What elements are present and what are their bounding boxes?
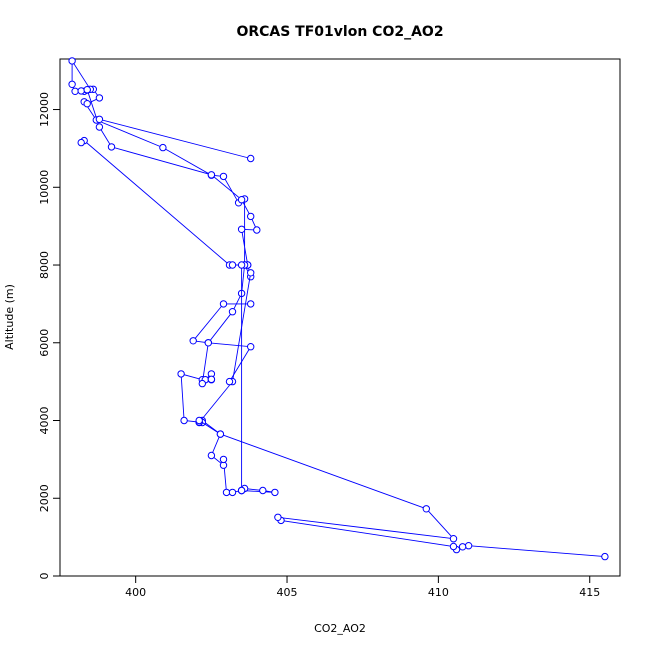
data-point [204, 339, 213, 347]
plot-frame [59, 58, 621, 577]
data-point [237, 261, 246, 269]
data-point [198, 379, 207, 388]
data-point [95, 115, 104, 124]
data-point [219, 172, 228, 181]
data-point [207, 451, 216, 460]
data-point [207, 375, 216, 383]
data-point [207, 171, 216, 179]
data-point [95, 123, 104, 131]
y-tick-label: 10000 [38, 170, 51, 205]
series-line [71, 59, 605, 558]
data-point [71, 87, 79, 96]
x-tick-label: 400 [125, 586, 146, 599]
data-point [189, 337, 197, 345]
chart-title: ORCAS TF01vlon CO2_AO2 [236, 24, 443, 40]
data-point [247, 154, 255, 163]
series-line [232, 264, 243, 491]
x-tick-label: 405 [277, 586, 298, 599]
data-point [259, 486, 267, 495]
x-axis-label: CO2_AO2 [314, 622, 366, 635]
y-tick-label: 12000 [38, 92, 51, 127]
series-segment [68, 57, 609, 561]
data-point [247, 269, 255, 277]
series-line [192, 303, 252, 382]
y-tick-label: 8000 [38, 251, 51, 279]
series-segment [228, 261, 246, 495]
x-tick-label: 410 [428, 586, 449, 599]
data-point [458, 543, 467, 551]
data-point [247, 343, 255, 351]
data-point [83, 86, 91, 94]
data-point [77, 138, 85, 147]
y-axis-label: Altitude (m) [3, 284, 16, 350]
x-tick-label: 415 [579, 586, 600, 599]
y-tick-label: 0 [38, 573, 51, 580]
y-axis: 0 2000 4000 6000 8000 10000 12000 [38, 92, 61, 580]
data-point [247, 300, 255, 308]
data-point [219, 455, 228, 464]
series-segment [189, 300, 255, 386]
series-layer [68, 57, 609, 561]
data-point [274, 513, 282, 521]
data-point [449, 535, 458, 543]
data-point [253, 226, 261, 234]
data-point [237, 196, 246, 204]
data-point [228, 488, 237, 497]
data-point [83, 100, 91, 108]
data-point [177, 370, 185, 378]
data-point [68, 57, 76, 65]
data-point [422, 505, 430, 513]
data-point [77, 87, 85, 95]
data-point [601, 552, 609, 561]
data-point [159, 143, 167, 152]
data-point [247, 212, 255, 221]
data-point [449, 542, 458, 551]
data-point [228, 261, 237, 269]
data-point [219, 300, 228, 308]
data-point [195, 416, 203, 425]
data-point [228, 308, 237, 316]
data-point [216, 430, 225, 438]
data-point [225, 377, 234, 386]
data-point [271, 488, 279, 497]
data-point [237, 486, 246, 495]
data-point [95, 94, 104, 102]
data-point [237, 225, 246, 234]
y-tick-label: 2000 [38, 484, 51, 512]
data-point [464, 542, 473, 550]
data-point [180, 416, 188, 425]
data-point [222, 488, 231, 497]
series-segment [95, 115, 255, 163]
data-point [107, 143, 116, 151]
y-tick-label: 6000 [38, 329, 51, 357]
series-line [99, 118, 251, 159]
data-point [68, 80, 76, 89]
y-tick-label: 4000 [38, 407, 51, 435]
x-axis: 400 405 410 415 [125, 575, 600, 599]
